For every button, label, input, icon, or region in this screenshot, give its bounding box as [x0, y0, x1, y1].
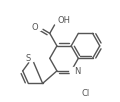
- Text: O: O: [32, 23, 39, 32]
- Circle shape: [27, 54, 35, 62]
- Text: Cl: Cl: [81, 89, 90, 98]
- Circle shape: [54, 17, 61, 25]
- Circle shape: [35, 23, 42, 31]
- Text: OH: OH: [57, 16, 70, 25]
- Text: S: S: [26, 54, 31, 63]
- Circle shape: [70, 68, 78, 75]
- Circle shape: [82, 85, 89, 92]
- Text: N: N: [74, 67, 80, 76]
